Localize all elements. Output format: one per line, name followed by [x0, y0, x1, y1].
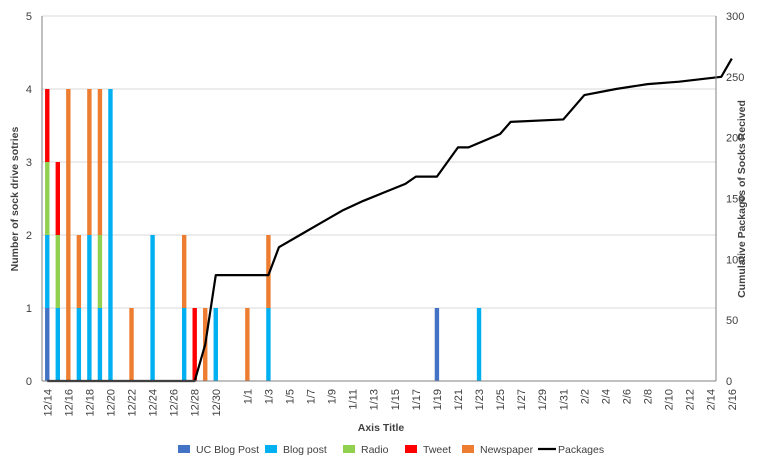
- line-series-group: [47, 58, 733, 383]
- x-tick-label: 12/24: [148, 389, 160, 417]
- x-tick-label: 2/6: [621, 389, 633, 404]
- y-tick-label: 4: [26, 84, 32, 96]
- gridlines: [42, 15, 716, 309]
- y2-tick-label: 50: [726, 315, 738, 327]
- legend-label: Packages: [558, 444, 604, 456]
- x-tick-label: 1/31: [558, 389, 570, 410]
- bar: [181, 235, 187, 308]
- bar: [97, 235, 103, 308]
- bar: [66, 89, 71, 381]
- x-tick-label: 12/22: [127, 389, 139, 417]
- bar: [266, 308, 271, 381]
- x-tick-label: 2/14: [706, 389, 718, 410]
- bar: [45, 162, 50, 235]
- x-tick-label: 1/5: [284, 389, 296, 404]
- y-axis-title: Number of sock drive sotries: [9, 126, 21, 271]
- legend-label: Newspaper: [480, 444, 534, 456]
- bar: [45, 308, 50, 381]
- legend-label: Radio: [361, 444, 389, 456]
- legend: UC Blog Post Blog post Radio Tweet Newspaper…: [178, 444, 604, 456]
- x-tick-label: 1/25: [495, 389, 507, 410]
- legend-label: UC Blog Post: [196, 444, 259, 456]
- y-tick-label: 0: [26, 376, 32, 388]
- x-tick-label: 1/7: [306, 389, 318, 404]
- y2-tick-label: 0: [726, 376, 732, 388]
- bar: [55, 308, 60, 381]
- legend-label: Tweet: [423, 444, 451, 456]
- bar: [266, 235, 271, 308]
- x-tick-label: 12/30: [211, 389, 223, 417]
- bar: [192, 308, 197, 381]
- x-tick-label: 1/27: [516, 389, 528, 410]
- bar: [434, 308, 440, 381]
- legend-swatch: [462, 445, 474, 453]
- x-tick-label: 1/15: [390, 389, 402, 410]
- x-tick-label: 2/4: [600, 389, 612, 404]
- bar: [55, 235, 60, 308]
- bar: [150, 235, 155, 381]
- x-tick-labels: 12/14 12/16 12/18 12/20 12/22 12/24 12/26 12/28…: [42, 389, 739, 417]
- bar: [97, 308, 103, 381]
- bar: [45, 235, 50, 308]
- x-tick-label: 12/16: [63, 389, 75, 417]
- y-tick-label: 1: [26, 303, 32, 315]
- x-tick-label: 12/26: [169, 389, 181, 417]
- x-tick-label: 1/11: [348, 389, 360, 410]
- x-tick-label: 2/12: [685, 389, 697, 410]
- bar: [129, 308, 134, 381]
- x-tick-label: 2/2: [579, 389, 591, 404]
- y2-tick-label: 200: [726, 133, 744, 145]
- bar: [87, 89, 92, 235]
- y-tick-label: 5: [26, 11, 32, 23]
- x-tick-label: 12/18: [84, 389, 96, 417]
- legend-label: Blog post: [283, 444, 327, 456]
- y2-tick-labels: 0 50 100 150 200 250 300: [726, 11, 744, 388]
- x-tick-label: 12/28: [190, 389, 202, 417]
- y2-axis-title: Cumulative Packages of Socks Recived: [736, 100, 748, 298]
- bar: [45, 89, 50, 162]
- y2-tick-label: 100: [726, 254, 744, 266]
- x-tick-label: 1/17: [411, 389, 423, 410]
- x-axis-title: Axis Title: [358, 422, 405, 434]
- x-tick-label: 1/21: [453, 389, 465, 410]
- x-tick-label: 12/20: [105, 389, 117, 417]
- axes-group: [41, 16, 717, 382]
- x-tick-label: 2/8: [643, 389, 655, 404]
- x-tick-label: 1/1: [242, 389, 254, 404]
- y2-tick-label: 150: [726, 194, 744, 206]
- bar: [476, 308, 482, 381]
- legend-swatch: [405, 445, 417, 453]
- bar: [97, 89, 103, 235]
- bar: [181, 308, 187, 381]
- bar: [76, 308, 82, 381]
- legend-swatch: [265, 445, 277, 453]
- y-tick-label: 2: [26, 230, 32, 242]
- x-tick-label: 1/9: [327, 389, 339, 404]
- y-tick-label: 3: [26, 157, 32, 169]
- legend-swatch: [178, 445, 190, 453]
- x-tick-label: 2/16: [727, 389, 739, 410]
- x-tick-label: 1/19: [432, 389, 444, 410]
- bar: [213, 308, 218, 381]
- x-tick-label: 2/10: [664, 389, 676, 410]
- x-tick-label: 1/29: [537, 389, 549, 410]
- y2-tick-label: 300: [726, 11, 744, 23]
- x-tick-label: 12/14: [42, 389, 54, 417]
- bar: [108, 89, 113, 381]
- y-tick-labels: 0 1 2 3 4 5: [26, 11, 32, 388]
- x-tick-label: 1/3: [263, 389, 275, 404]
- bar: [245, 308, 250, 381]
- x-tick-label: 1/23: [474, 389, 486, 410]
- series-line-packages: [47, 58, 733, 383]
- bar: [55, 162, 60, 235]
- legend-swatch: [343, 445, 355, 453]
- bar: [87, 235, 92, 381]
- bar: [76, 235, 82, 308]
- y2-tick-label: 250: [726, 72, 744, 84]
- x-tick-label: 1/13: [369, 389, 381, 410]
